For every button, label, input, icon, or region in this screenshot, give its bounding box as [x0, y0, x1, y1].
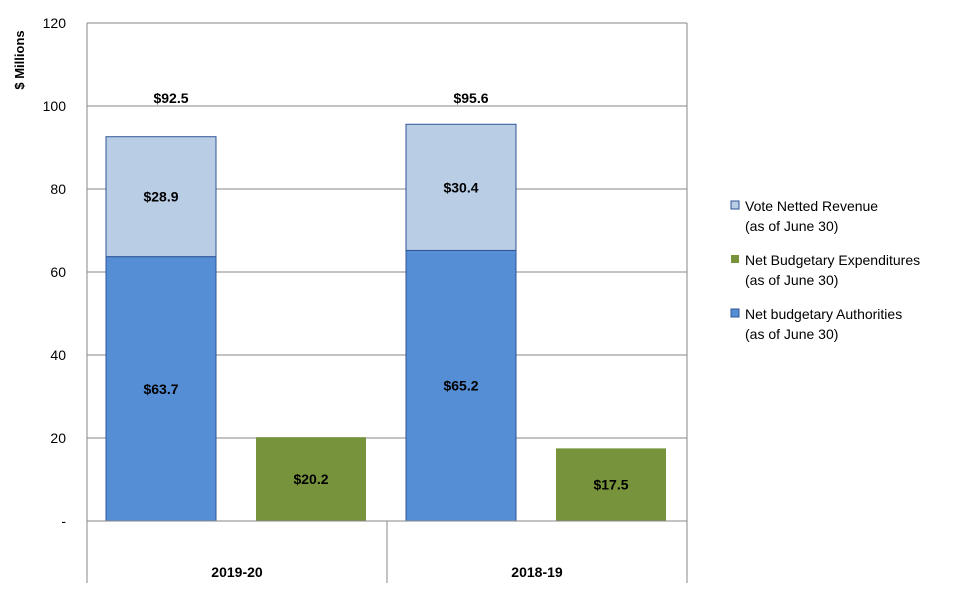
- legend-sublabel: (as of June 30): [745, 326, 838, 342]
- y-tick-label: -: [61, 513, 66, 529]
- data-label: $30.4: [443, 179, 478, 195]
- legend-swatch: [730, 200, 740, 210]
- y-tick-label: 80: [50, 181, 66, 197]
- legend-swatch: [731, 255, 739, 263]
- bar-segment: [405, 123, 517, 251]
- y-axis-ticks: - 20 40 60 80 100 120: [43, 15, 67, 529]
- legend-label: Net budgetary Authorities: [745, 306, 902, 322]
- bar-segment: [256, 437, 366, 521]
- data-label: $17.5: [593, 477, 628, 493]
- legend-sublabel: (as of June 30): [745, 272, 838, 288]
- y-tick-label: 40: [50, 347, 66, 363]
- bar-segment: [556, 448, 666, 521]
- y-tick-label: 120: [43, 15, 67, 31]
- total-label: $95.6: [453, 90, 488, 106]
- y-tick-label: 100: [43, 98, 67, 114]
- x-category-label: 2018-19: [511, 564, 563, 580]
- x-axis: 2019-20 2018-19: [86, 23, 688, 583]
- y-axis-label: $ Millions: [12, 30, 27, 89]
- data-label: $63.7: [143, 381, 178, 397]
- y-tick-label: 60: [50, 264, 66, 280]
- bar-segment: [105, 136, 217, 258]
- legend-swatch: [730, 308, 740, 318]
- data-labels: $63.7 $28.9 $20.2 $92.5 $65.2 $30.4 $17.5 $95.6: [143, 90, 628, 493]
- total-label: $92.5: [153, 90, 188, 106]
- legend-sublabel: (as of June 30): [745, 218, 838, 234]
- data-label: $65.2: [443, 378, 478, 394]
- y-tick-label: 20: [50, 430, 66, 446]
- data-label: $28.9: [143, 189, 178, 205]
- legend-label: Vote Netted Revenue: [745, 198, 878, 214]
- bars: [105, 123, 666, 522]
- legend: Vote Netted Revenue (as of June 30) Net Bu…: [730, 198, 920, 342]
- data-label: $20.2: [293, 471, 328, 487]
- legend-label: Net Budgetary Expenditures: [745, 252, 920, 268]
- x-category-label: 2019-20: [211, 564, 263, 580]
